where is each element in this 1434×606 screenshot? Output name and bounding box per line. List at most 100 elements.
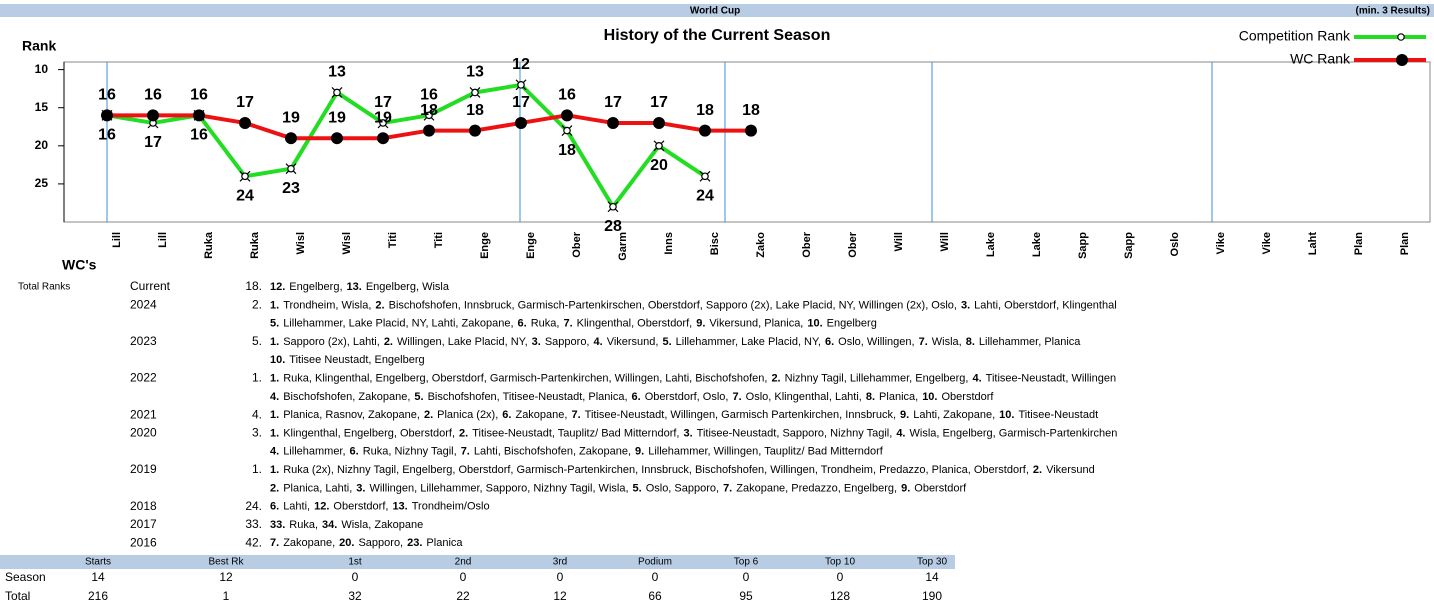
stats-header: Top 10 xyxy=(825,557,855,568)
season-rank: 4. xyxy=(252,407,262,421)
place-names: Zakopane, xyxy=(283,537,335,549)
ranks-line: 5. Lillehammer, Lake Placid, NY, Lahti, Z… xyxy=(270,318,877,330)
competition-marker xyxy=(285,163,297,175)
season-label: Current xyxy=(130,279,171,293)
place-names: Lillehammer, Lake Placid, NY, Lahti, Zak… xyxy=(283,318,513,330)
stats-value: 0 xyxy=(557,570,564,584)
place-rank: 9. xyxy=(696,318,705,330)
marker-ring xyxy=(609,202,617,211)
place-names: Wisla, xyxy=(932,336,962,348)
place-rank: 12. xyxy=(270,281,285,293)
place-names: Lahti, xyxy=(283,501,310,513)
place-rank: 9. xyxy=(900,409,909,421)
stats-header: Top 6 xyxy=(734,557,759,568)
x-tick-label: Plan xyxy=(1399,232,1411,256)
place-names: Willingen, Lake Placid, NY, xyxy=(397,336,528,348)
place-rank: 6. xyxy=(350,446,359,458)
place-names: Oberstdorf xyxy=(914,482,967,494)
x-tick-label: Sapp xyxy=(1123,232,1135,259)
place-rank: 2. xyxy=(424,409,433,421)
data-label: 19 xyxy=(374,109,392,126)
data-label: 16 xyxy=(98,87,116,104)
season-label: 2022 xyxy=(130,371,157,385)
data-label: 17 xyxy=(374,94,392,111)
wc-marker xyxy=(193,109,205,122)
chart-title: History of the Current Season xyxy=(604,27,831,44)
data-label: 24 xyxy=(236,188,254,205)
place-names: Klingenthal, Engelberg, Oberstdorf, xyxy=(283,427,455,439)
x-tick-label: Garm xyxy=(617,232,629,261)
x-tick-label: Oslo xyxy=(1169,232,1181,257)
marker-ring xyxy=(701,172,709,181)
place-names: Oberstdorf xyxy=(941,391,994,403)
place-names: Ruka, Nizhny Tagil, xyxy=(363,446,457,458)
data-label: 18 xyxy=(558,142,576,159)
stats-value: 0 xyxy=(652,570,659,584)
x-tick-label: Sapp xyxy=(1077,232,1089,259)
ranks-line: 7. Zakopane, 20. Sapporo, 23. Planica xyxy=(270,537,463,549)
data-label: 19 xyxy=(282,109,300,126)
x-tick-label: Vike xyxy=(1261,232,1273,254)
place-names: Planica, Lahti, xyxy=(283,482,352,494)
season-rank: 2. xyxy=(252,297,262,311)
legend-marker xyxy=(1397,33,1405,41)
wc-marker xyxy=(607,116,619,129)
legend-label: WC Rank xyxy=(1290,51,1351,67)
competition-marker xyxy=(699,170,711,182)
marker-spokes xyxy=(653,140,665,152)
marker-ring xyxy=(1397,33,1405,41)
marker-spokes xyxy=(699,170,711,182)
marker-spokes xyxy=(239,170,251,182)
place-rank: 8. xyxy=(966,336,975,348)
x-tick-label: Lake xyxy=(985,232,997,257)
place-names: Titisee-Neustadt, Sapporo, Nizhny Tagil, xyxy=(697,427,893,439)
place-names: Sapporo (2x), Lahti, xyxy=(283,336,380,348)
place-rank: 6. xyxy=(502,409,511,421)
x-tick-label: Ruka xyxy=(203,231,215,259)
place-names: Oberstdorf, Oslo, xyxy=(645,391,729,403)
wc-marker xyxy=(101,109,113,122)
wc-marker xyxy=(423,124,435,137)
data-label: 17 xyxy=(604,94,622,111)
place-rank: 13. xyxy=(392,501,407,513)
ranks-line: 2. Planica, Lahti, 3. Willingen, Lillehamme… xyxy=(270,482,967,494)
plot-frame xyxy=(63,61,1431,223)
place-rank: 1. xyxy=(270,299,279,311)
place-names: Trondheim/Oslo xyxy=(412,501,490,513)
competition-marker xyxy=(561,125,573,136)
place-rank: 20. xyxy=(339,537,354,549)
data-label: 13 xyxy=(466,64,484,81)
competition-marker xyxy=(331,87,343,98)
x-tick-label: Will xyxy=(893,232,905,251)
marker-spokes xyxy=(377,117,389,129)
stats-header: Best Rk xyxy=(208,557,244,568)
data-label: 16 xyxy=(190,127,208,144)
ranks-line: 4. Lillehammer, 6. Ruka, Nizhny Tagil, 7. Lah… xyxy=(270,446,884,458)
place-names: Engelberg, Wisla xyxy=(366,281,450,293)
header-title: World Cup xyxy=(690,6,740,17)
x-tick-label: Ruka xyxy=(249,231,261,259)
y-tick-label: 10 xyxy=(35,62,49,76)
total-ranks-title: Total Ranks xyxy=(18,282,70,293)
stats-value: 95 xyxy=(739,589,753,603)
marker-ring xyxy=(379,119,387,127)
place-names: Ruka, xyxy=(289,519,318,531)
marker-spokes xyxy=(561,125,573,136)
y-tick-label: 15 xyxy=(35,100,49,114)
place-rank: 2. xyxy=(459,427,468,439)
place-rank: 2. xyxy=(384,336,393,348)
place-rank: 34. xyxy=(322,519,337,531)
x-tick-label: Wisl xyxy=(295,232,307,255)
place-rank: 5. xyxy=(662,336,671,348)
wc-marker xyxy=(285,132,297,145)
season-label: 2020 xyxy=(130,426,157,440)
place-names: Lillehammer, Planica xyxy=(979,336,1081,348)
data-label: 17 xyxy=(236,94,254,111)
place-names: Titisee Neustadt, Engelberg xyxy=(289,354,424,366)
place-names: Engelberg xyxy=(827,318,877,330)
data-label: 12 xyxy=(512,56,530,73)
x-tick-label: Enge xyxy=(525,232,537,259)
series-line xyxy=(106,82,707,209)
ranks-line: 10. Titisee Neustadt, Engelberg xyxy=(270,354,425,366)
place-rank: 13. xyxy=(347,281,362,293)
